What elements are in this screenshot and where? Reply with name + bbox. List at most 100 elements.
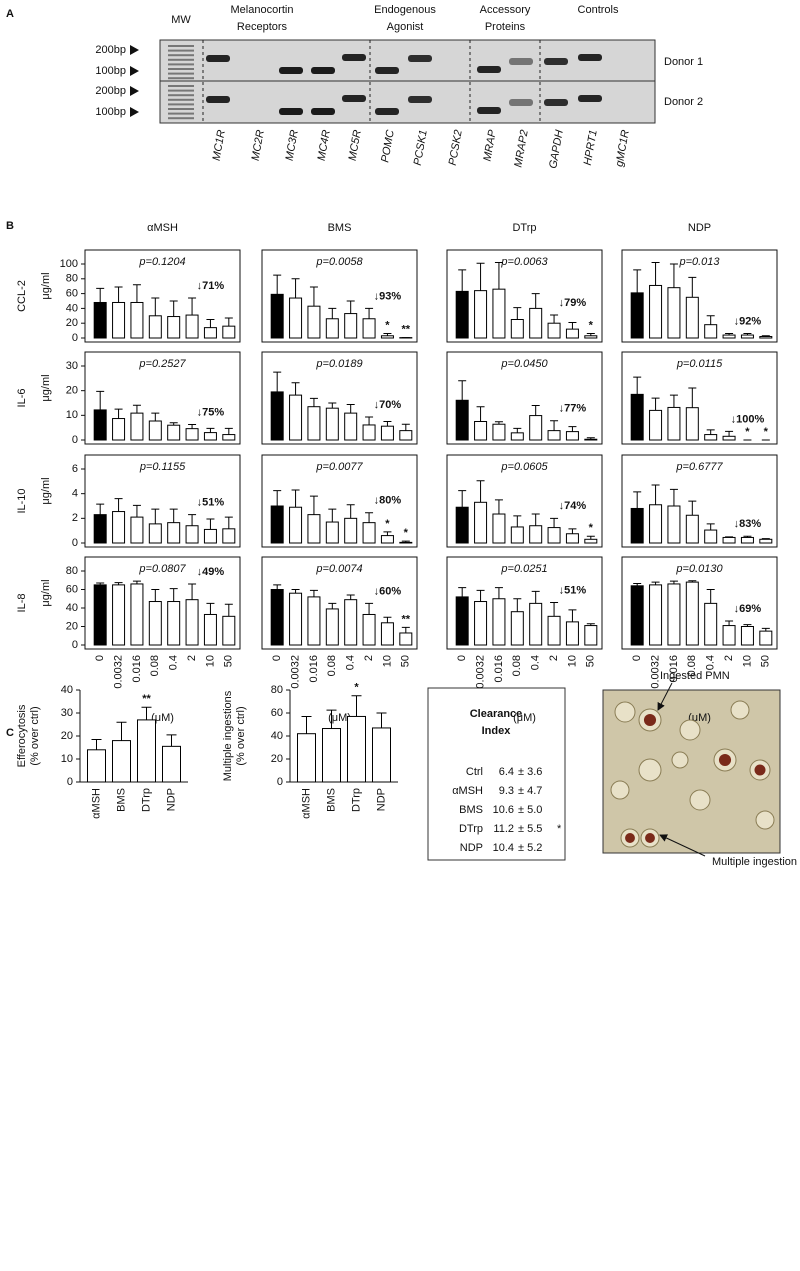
plot-frame xyxy=(261,249,418,343)
sd: ± 3.6 xyxy=(518,766,542,778)
ingested-cell xyxy=(643,713,657,727)
error-bar xyxy=(151,508,160,524)
mean: 10.4 xyxy=(493,842,514,854)
sd: ± 5.2 xyxy=(518,842,542,854)
bar xyxy=(667,406,681,441)
lane-label: gMC1R xyxy=(614,129,632,168)
y-tick-label: 10 xyxy=(61,753,73,765)
bar xyxy=(148,523,162,544)
error-bar xyxy=(346,300,355,314)
y-tick-label: 40 xyxy=(66,602,78,614)
x-tick-label: 50 xyxy=(585,655,597,667)
y-tick-label: 0 xyxy=(67,776,73,788)
x-tick-label: 0.4 xyxy=(530,655,542,670)
sd: ± 5.0 xyxy=(518,804,542,816)
bar xyxy=(344,599,358,646)
error-bar xyxy=(328,402,337,409)
bar xyxy=(307,596,321,646)
error-bar xyxy=(761,627,770,632)
error-bar xyxy=(291,589,300,594)
p-value: p=0.0605 xyxy=(500,461,548,473)
error-bar xyxy=(743,535,752,538)
error-bar xyxy=(586,535,595,540)
p-value: p=0.0074 xyxy=(315,563,362,575)
error-bar xyxy=(132,284,141,303)
gel-band xyxy=(408,55,432,62)
y-tick-label: 60 xyxy=(66,288,78,300)
x-unit: (μM) xyxy=(328,712,351,724)
bar xyxy=(474,601,488,646)
x-tick-label: 0 xyxy=(456,655,468,661)
bar xyxy=(510,432,524,441)
error-bar xyxy=(458,490,467,508)
bar xyxy=(222,434,236,441)
error-bar xyxy=(365,307,374,319)
x-tick-label: αMSH xyxy=(90,788,102,819)
bar xyxy=(344,412,358,441)
ingested-cell xyxy=(625,833,635,843)
bar xyxy=(167,601,181,646)
bar xyxy=(203,528,217,544)
bar xyxy=(649,584,663,646)
gel-band xyxy=(578,54,602,61)
error-bar xyxy=(169,422,178,426)
error-bar xyxy=(91,738,102,750)
error-bar xyxy=(706,429,715,435)
bar xyxy=(270,293,284,339)
error-bar xyxy=(761,335,770,337)
x-tick-label: 0 xyxy=(94,655,106,661)
error-bar xyxy=(725,333,734,336)
gel-band xyxy=(279,108,303,115)
plot-frame xyxy=(621,556,778,650)
plot-frame xyxy=(261,556,418,650)
bar xyxy=(185,428,199,441)
y-tick-label: 0 xyxy=(72,537,78,549)
p-value: p=0.0807 xyxy=(138,563,186,575)
reduction: ↓92% xyxy=(734,315,762,327)
ladder-band xyxy=(168,112,194,115)
bar xyxy=(740,626,754,646)
bar xyxy=(474,501,488,544)
error-bar xyxy=(273,584,282,590)
bar xyxy=(455,596,469,646)
error-bar xyxy=(328,602,337,609)
reduction: ↓51% xyxy=(197,497,225,509)
bar xyxy=(492,423,506,441)
error-bar xyxy=(224,603,233,617)
error-bar xyxy=(550,601,559,617)
gel-band xyxy=(375,108,399,115)
x-tick-label: 50 xyxy=(223,655,235,667)
error-bar xyxy=(383,616,392,623)
unit-label: μg/ml xyxy=(40,579,52,606)
panel-label: B xyxy=(6,220,14,232)
plot-frame xyxy=(84,454,241,548)
reduction: ↓74% xyxy=(559,500,587,512)
bar xyxy=(455,290,469,339)
y-tick-label: 20 xyxy=(66,620,78,632)
x-tick-label: 2 xyxy=(363,655,375,661)
bar xyxy=(685,407,699,441)
error-bar xyxy=(291,278,300,299)
size-label: 100bp xyxy=(95,65,126,77)
reduction: ↓93% xyxy=(374,290,402,302)
group-label: Accessory xyxy=(480,4,531,16)
error-bar xyxy=(669,488,678,506)
bar xyxy=(492,513,506,544)
bar xyxy=(325,407,339,441)
bar xyxy=(529,602,543,646)
bar xyxy=(270,391,284,441)
gel-band xyxy=(342,54,366,61)
bar xyxy=(203,432,217,441)
error-bar xyxy=(96,390,105,410)
error-bar xyxy=(513,598,522,612)
x-tick-label: 0 xyxy=(271,655,283,661)
x-tick-label: 0.08 xyxy=(149,655,161,676)
y-tick-label: 20 xyxy=(271,753,283,765)
significance: * xyxy=(385,518,390,530)
x-tick-label: 0.4 xyxy=(345,655,357,670)
y-tick-label: 20 xyxy=(66,317,78,329)
x-tick-label: 2 xyxy=(186,655,198,661)
bar xyxy=(667,583,681,646)
significance: * xyxy=(589,522,594,534)
ladder-band xyxy=(168,68,194,70)
